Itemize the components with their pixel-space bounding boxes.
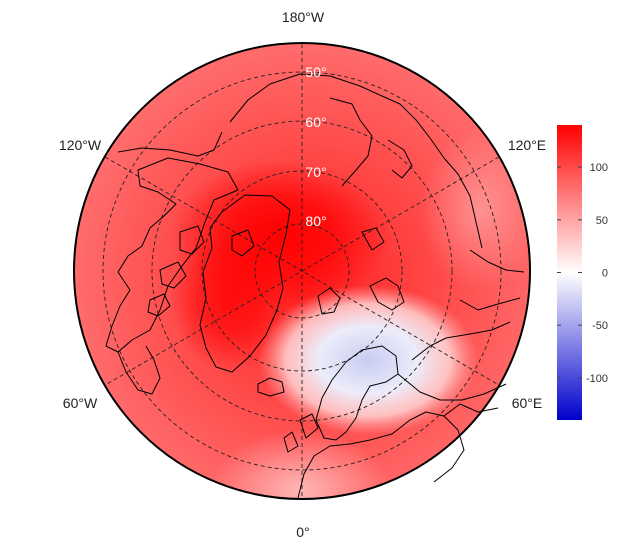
hudson-bay-coast xyxy=(117,345,161,395)
graticule xyxy=(92,43,512,499)
svalbard-coast xyxy=(317,287,341,315)
meridian-label-180w: 180°W xyxy=(282,9,325,25)
colorbar-tick-label: 0 xyxy=(602,268,608,280)
parallel-60 xyxy=(151,120,453,422)
siberia-coast xyxy=(229,73,483,249)
iceland-coast xyxy=(257,377,285,397)
anomaly-field xyxy=(74,43,530,499)
colorbar: 100 50 0 -50 -100 xyxy=(557,125,608,420)
colorbar-tick-label: -100 xyxy=(586,373,608,385)
colorbar-gradient xyxy=(557,125,582,420)
meridian-label-60e: 60°E xyxy=(512,395,543,411)
meridian-label-120e: 120°E xyxy=(508,137,546,153)
parallel-label-70: 70° xyxy=(305,164,326,180)
colorbar-tick-label: 100 xyxy=(590,162,608,174)
parallel-label-50: 50° xyxy=(305,64,326,80)
scandinavia-coast xyxy=(315,345,399,441)
meridian-120e-60w xyxy=(92,149,512,393)
colorbar-tick-label: -50 xyxy=(592,320,608,332)
parallel-50 xyxy=(102,71,502,471)
meridian-label-120w: 120°W xyxy=(59,137,102,153)
map-boundary xyxy=(73,42,531,500)
greenland-coast xyxy=(199,194,291,373)
europe-coast xyxy=(297,411,465,499)
meridian-label-0: 0° xyxy=(296,524,309,540)
alaska-coast xyxy=(117,131,223,157)
parallel-label-80: 80° xyxy=(305,213,326,229)
meridian-label-60w: 60°W xyxy=(63,395,98,411)
colorbar-tick-label: 50 xyxy=(596,215,608,227)
coastlines xyxy=(105,73,525,499)
parallel-label-60: 60° xyxy=(305,114,326,130)
